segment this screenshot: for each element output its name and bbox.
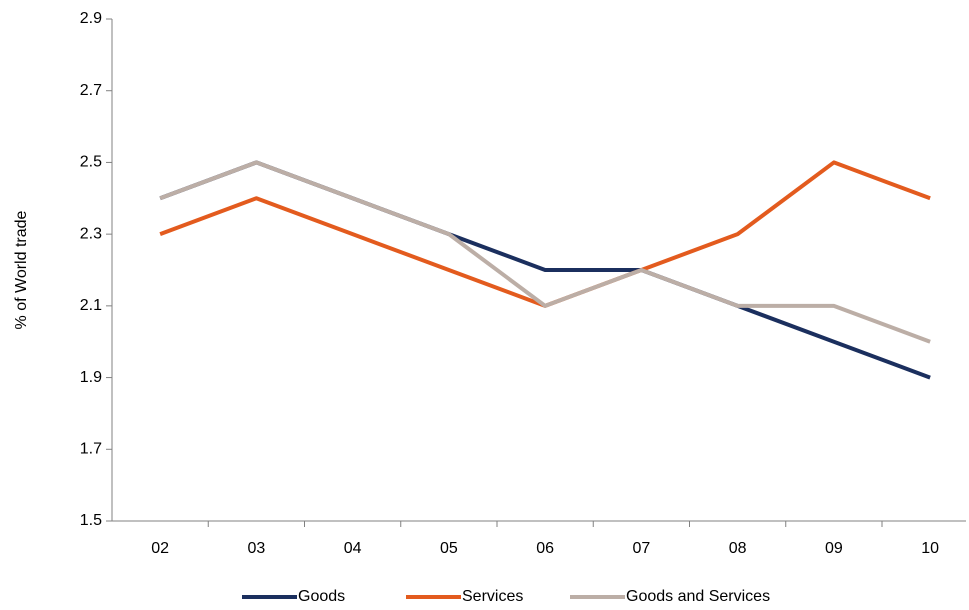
x-tick-label: 03 <box>247 540 265 557</box>
y-tick-label: 2.1 <box>80 297 102 314</box>
legend-label: Goods and Services <box>626 588 770 605</box>
x-tick-label: 09 <box>825 540 843 557</box>
y-tick-label: 2.7 <box>80 82 102 99</box>
legend-label: Goods <box>298 588 345 605</box>
y-axis-label: % of World trade <box>13 210 30 329</box>
y-tick-label: 1.7 <box>80 441 102 458</box>
x-tick-label: 06 <box>536 540 554 557</box>
x-tick-label: 05 <box>440 540 458 557</box>
x-tick-label: 02 <box>151 540 169 557</box>
y-tick-label: 2.5 <box>80 154 102 171</box>
x-tick-label: 04 <box>344 540 362 557</box>
y-tick-label: 1.9 <box>80 369 102 386</box>
x-tick-label: 10 <box>921 540 939 557</box>
y-tick-label: 2.9 <box>80 10 102 27</box>
y-tick-label: 1.5 <box>80 512 102 529</box>
legend-label: Services <box>462 588 523 605</box>
data-line <box>159 160 931 344</box>
y-tick-label: 2.3 <box>80 225 102 242</box>
x-tick-label: 08 <box>729 540 747 557</box>
data-line <box>159 160 931 308</box>
x-tick-label: 07 <box>632 540 650 557</box>
data-line <box>159 160 931 380</box>
